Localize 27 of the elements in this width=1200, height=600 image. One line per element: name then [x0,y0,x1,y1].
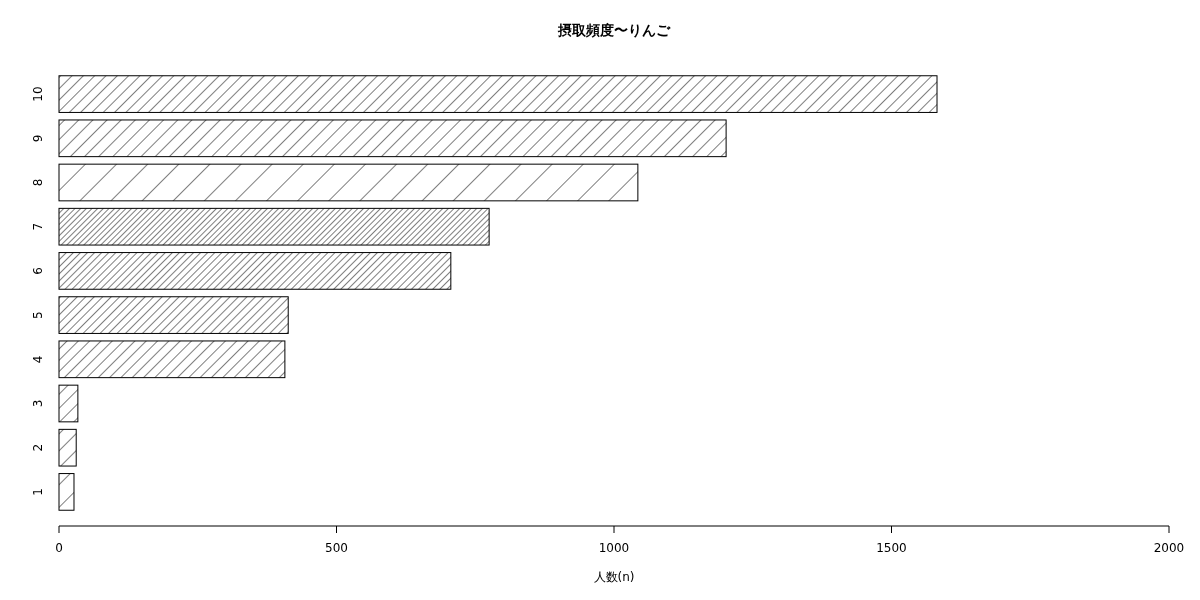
y-tick-label: 10 [31,86,45,102]
bar [58,340,286,379]
bar [58,207,490,246]
x-tick-label: 1000 [598,541,630,555]
y-tick-label: 7 [31,222,45,231]
y-tick-label: 1 [31,488,45,496]
x-tick-label: 2000 [1153,541,1185,555]
bar [58,384,79,423]
bar [58,163,639,202]
y-tick-label: 3 [31,399,45,408]
bar [58,296,289,334]
y-tick-label: 5 [31,311,45,319]
x-tick-label: 1500 [876,541,907,555]
bar [58,119,727,158]
bar [58,252,452,290]
y-tick-label: 4 [31,355,45,364]
y-tick-label: 9 [31,134,45,143]
y-tick-label: 6 [31,267,45,275]
x-tick-label: 0 [55,541,63,555]
x-axis-title: 人数(n) [593,570,635,584]
x-tick-label: 500 [325,541,348,555]
y-tick-label: 2 [31,443,45,452]
chart-title: 摂取頻度〜りんご [557,22,671,38]
bar [58,75,938,113]
y-tick-label: 8 [31,178,45,187]
bar [58,428,77,467]
bar [58,473,75,511]
